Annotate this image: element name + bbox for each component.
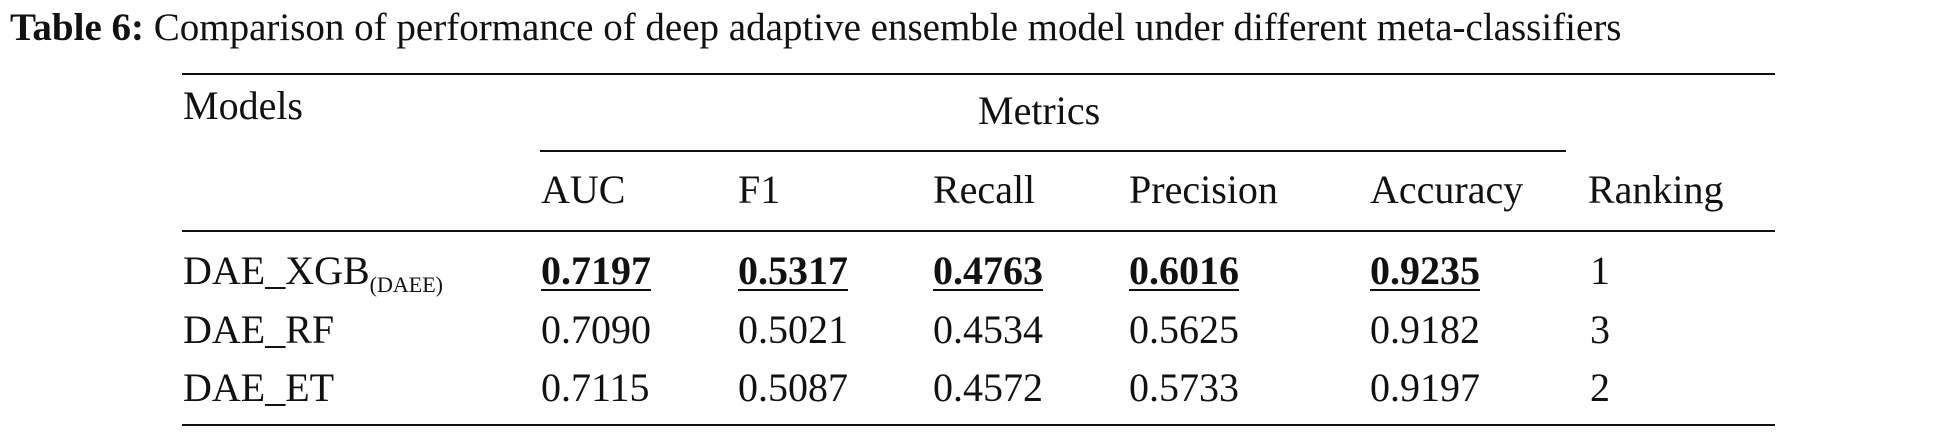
row-dae-xgb-precision: 0.6016 <box>1129 248 1239 293</box>
row-dae-et-accuracy: 0.9197 <box>1370 365 1480 410</box>
row-dae-et-recall: 0.4572 <box>933 365 1043 410</box>
header-accuracy: Accuracy <box>1370 167 1524 212</box>
row-dae-xgb-accuracy: 0.9235 <box>1370 248 1480 293</box>
header-auc: AUC <box>541 167 626 212</box>
row-dae-xgb-model: DAE_XGB(DAEE) <box>183 247 443 297</box>
caption-label: Table 6: <box>10 6 145 49</box>
header-bottom-rule <box>182 230 1775 232</box>
header-f1: F1 <box>738 167 781 212</box>
model-subscript: (DAEE) <box>369 272 443 297</box>
row-dae-xgb-f1: 0.5317 <box>738 248 848 293</box>
row-dae-et-model: DAE_ET <box>183 365 335 410</box>
caption-text: Comparison of performance of deep adapti… <box>144 6 1622 49</box>
row-dae-et-ranking: 2 <box>1590 365 1610 410</box>
table-top-rule <box>182 73 1775 75</box>
metrics-group-rule <box>540 150 1566 152</box>
header-ranking: Ranking <box>1588 167 1724 212</box>
row-dae-et-f1: 0.5087 <box>738 365 848 410</box>
row-dae-rf-model: DAE_RF <box>183 307 335 352</box>
row-dae-xgb-recall: 0.4763 <box>933 248 1043 293</box>
row-dae-rf-f1: 0.5021 <box>738 307 848 352</box>
header-models: Models <box>183 83 303 128</box>
row-dae-rf-recall: 0.4534 <box>933 307 1043 352</box>
row-dae-rf-precision: 0.5625 <box>1129 307 1239 352</box>
header-metrics: Metrics <box>978 88 1101 133</box>
table-bottom-rule <box>182 424 1775 426</box>
header-recall: Recall <box>933 167 1036 212</box>
model-name: DAE_XGB <box>183 248 370 293</box>
row-dae-rf-auc: 0.7090 <box>541 307 651 352</box>
row-dae-et-auc: 0.7115 <box>541 365 650 410</box>
row-dae-xgb-ranking: 1 <box>1590 248 1610 293</box>
row-dae-xgb-auc: 0.7197 <box>541 248 651 293</box>
header-precision: Precision <box>1129 167 1278 212</box>
row-dae-rf-accuracy: 0.9182 <box>1370 307 1480 352</box>
row-dae-rf-ranking: 3 <box>1590 307 1610 352</box>
row-dae-et-precision: 0.5733 <box>1129 365 1239 410</box>
table-caption: Table 6: Comparison of performance of de… <box>10 4 1621 52</box>
